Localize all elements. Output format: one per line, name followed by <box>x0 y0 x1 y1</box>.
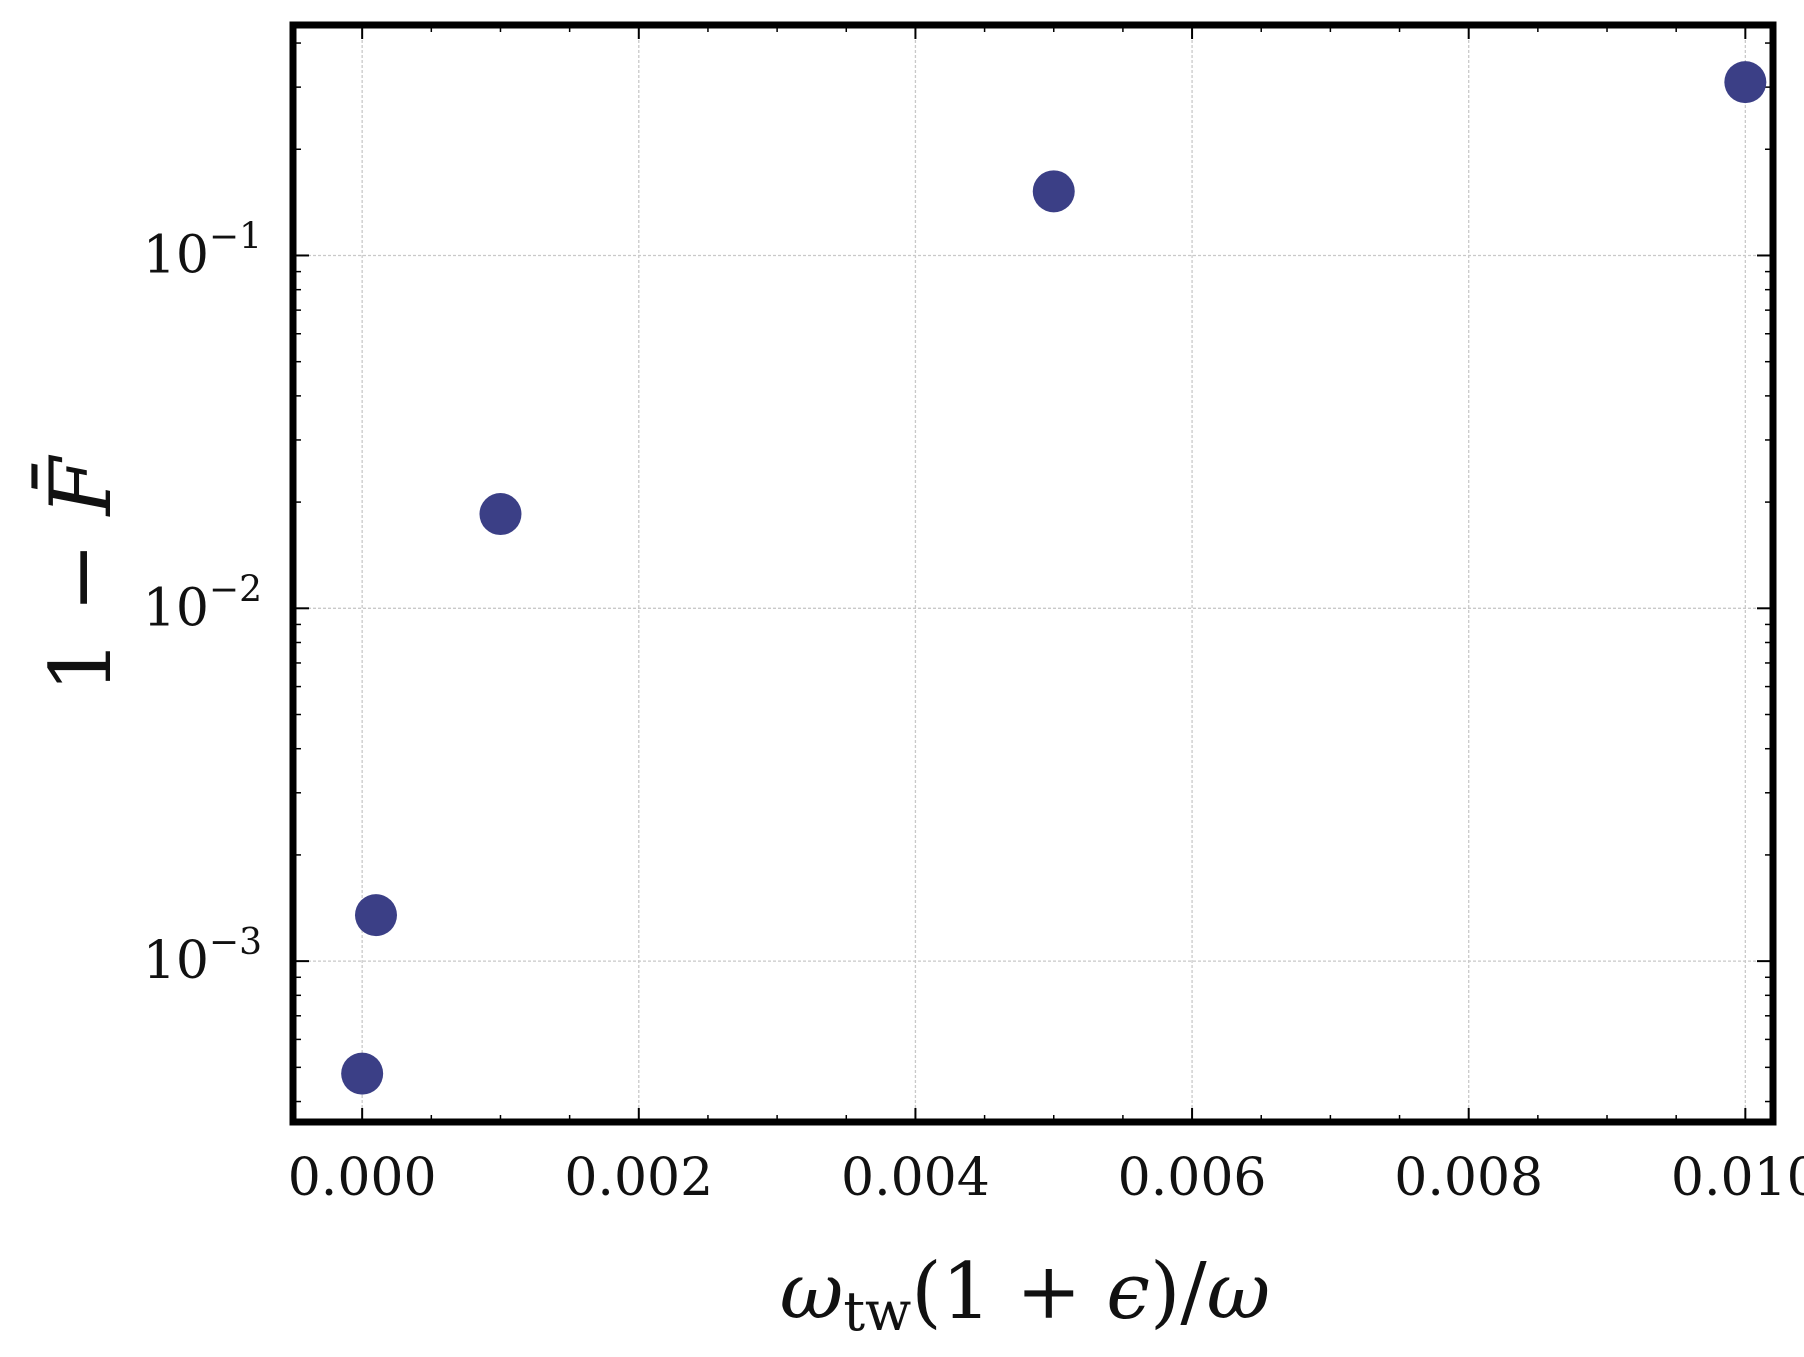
x-tick-label: 0.000 <box>288 1148 437 1208</box>
x-tick-label: 0.008 <box>1394 1148 1543 1208</box>
y-tick-label: 10−1 <box>143 216 262 285</box>
x-tick-labels: 0.000 0.002 0.004 0.006 0.008 0.010 <box>288 1148 1804 1208</box>
x-tick-label: 0.002 <box>564 1148 713 1208</box>
data-point <box>354 894 397 937</box>
data-points <box>341 61 1767 1095</box>
x-tick-label: 0.004 <box>841 1148 990 1208</box>
x-axis-label: ωtw(1 + ϵ)/ω <box>780 1247 1271 1343</box>
x-tick-label: 0.010 <box>1671 1148 1804 1208</box>
data-point <box>341 1052 384 1095</box>
grid-lines <box>293 25 1773 1122</box>
y-tick-labels: 10−3 10−2 10−1 <box>143 216 262 991</box>
y-axis-label: 1 − F̄ <box>31 455 130 693</box>
y-tick-label: 10−2 <box>143 569 262 638</box>
x-tick-label: 0.006 <box>1118 1148 1267 1208</box>
y-tick-label: 10−3 <box>143 922 262 991</box>
plot-frame <box>289 21 1777 1126</box>
data-point <box>1032 170 1075 213</box>
data-point <box>1724 61 1767 104</box>
data-point <box>479 493 522 536</box>
